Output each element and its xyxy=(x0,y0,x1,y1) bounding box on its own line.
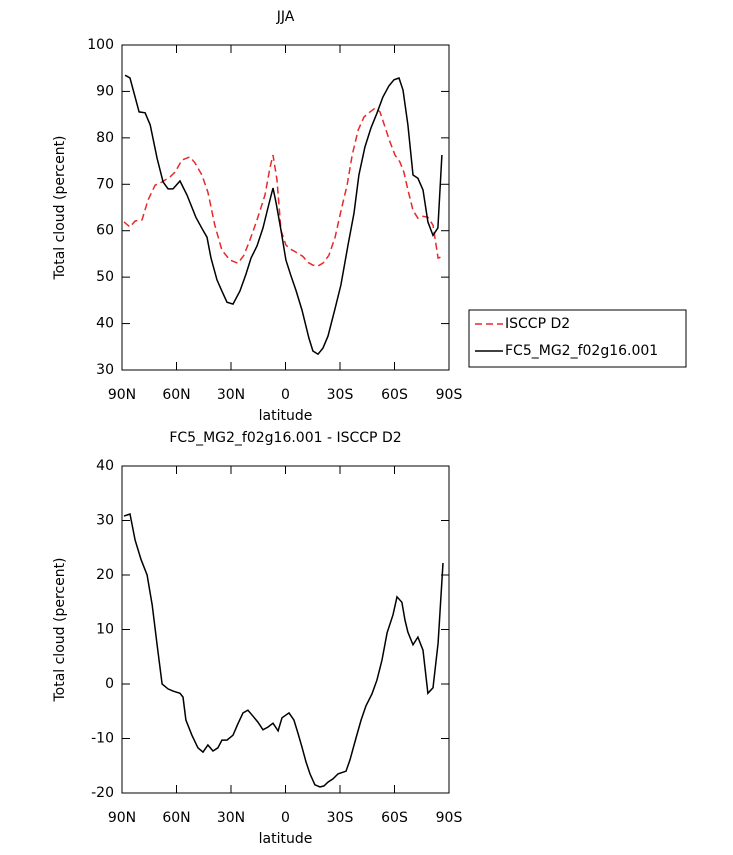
y-tick-label: 30 xyxy=(96,513,114,529)
chart-title: FC5_MG2_f02g16.001 - ISCCP D2 xyxy=(169,430,401,446)
x-tick-label: 60N xyxy=(162,387,190,403)
x-tick-label: 30S xyxy=(327,387,354,403)
y-tick-label: 70 xyxy=(96,176,114,192)
x-axis-label: latitude xyxy=(259,831,313,847)
series-line xyxy=(123,107,444,267)
x-tick-label: 90S xyxy=(436,387,463,403)
x-tick-label: 0 xyxy=(281,387,290,403)
x-axis-label: latitude xyxy=(259,408,313,424)
series-line xyxy=(123,513,444,788)
y-axis-label: Total cloud (percent) xyxy=(52,557,68,702)
legend-label: FC5_MG2_f02g16.001 xyxy=(505,343,658,359)
x-tick-label: 90N xyxy=(108,810,136,826)
plot-frame xyxy=(121,465,450,794)
series-line xyxy=(124,74,443,356)
y-tick-label: 20 xyxy=(96,567,114,583)
y-axis-label: Total cloud (percent) xyxy=(52,135,68,280)
x-tick-label: 30S xyxy=(327,810,354,826)
y-tick-label: 40 xyxy=(96,458,114,474)
plot-frame xyxy=(121,44,450,371)
x-tick-label: 30N xyxy=(217,387,245,403)
y-tick-label: 80 xyxy=(96,130,114,146)
chart-title: JJA xyxy=(276,9,295,25)
y-tick-label: 90 xyxy=(96,83,114,99)
legend-box xyxy=(468,309,687,368)
y-tick-label: 60 xyxy=(96,223,114,239)
y-tick-label: 0 xyxy=(105,676,114,692)
y-tick-label: -10 xyxy=(91,731,114,747)
x-tick-label: 60S xyxy=(381,387,408,403)
x-tick-label: 60S xyxy=(381,810,408,826)
x-tick-label: 30N xyxy=(217,810,245,826)
legend-label: ISCCP D2 xyxy=(505,316,570,332)
x-tick-label: 90N xyxy=(108,387,136,403)
y-tick-label: 50 xyxy=(96,269,114,285)
x-tick-label: 60N xyxy=(162,810,190,826)
y-tick-label: 40 xyxy=(96,316,114,332)
y-tick-label: 100 xyxy=(87,37,114,53)
x-tick-label: 90S xyxy=(436,810,463,826)
y-tick-label: 30 xyxy=(96,362,114,378)
x-tick-label: 0 xyxy=(281,810,290,826)
y-tick-label: -20 xyxy=(91,785,114,801)
y-tick-label: 10 xyxy=(96,622,114,638)
